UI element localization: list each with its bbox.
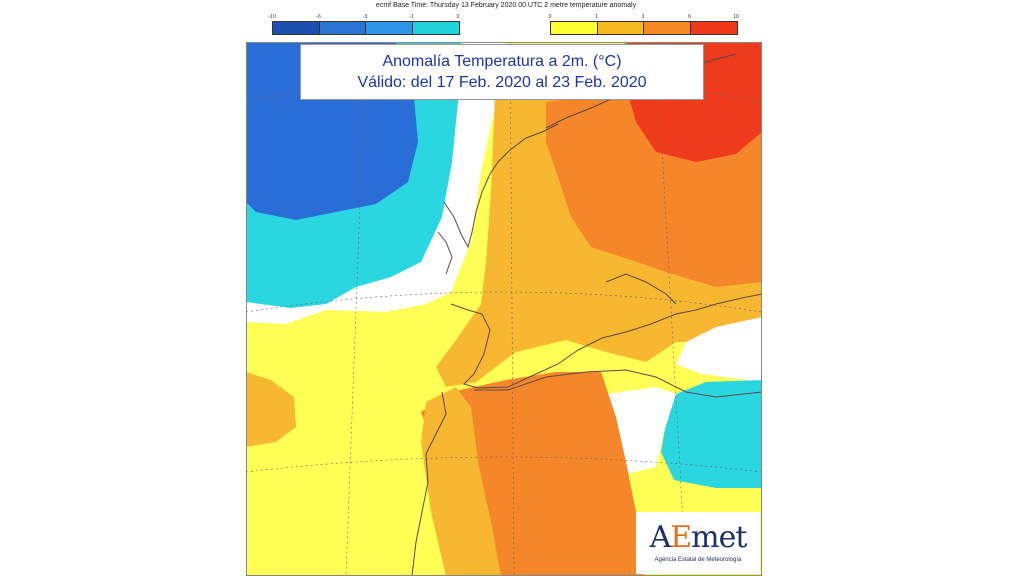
cold-tick-label: -1: [409, 14, 414, 20]
map-title-line-2: Válido: del 17 Feb. 2020 al 23 Feb. 2020: [357, 74, 647, 91]
anomaly-map: [246, 42, 762, 576]
warm-color-cell: [644, 22, 691, 34]
warm-tick-label: 6: [688, 14, 691, 20]
colorbar-cold: -10 -6 -3 -1 0: [268, 14, 460, 38]
region-west-africa-orange-light: [421, 387, 501, 576]
warm-color-cell: [597, 22, 644, 34]
cold-color-cell: [366, 22, 413, 34]
region-mid-atlantic-orange-light: [246, 372, 296, 447]
map-title-box: Anomalía Temperatura a 2m. (°C) Válido: …: [300, 44, 704, 100]
colorbar-warm: 0 1 3 6 10: [548, 14, 739, 38]
cold-color-cell: [273, 22, 320, 34]
coastline: [411, 53, 762, 576]
cold-tick-label: -6: [316, 14, 321, 20]
aemet-logo: AEmet Agencia Estatal de Meteorología: [636, 512, 760, 574]
map-title-line-1: Anomalía Temperatura a 2m. (°C): [382, 53, 622, 70]
cold-color-cell: [319, 22, 366, 34]
cold-tick-label: -3: [362, 14, 368, 20]
aemet-logo-subtitle: Agencia Estatal de Meteorología: [654, 557, 742, 563]
warm-tick-label: 0: [548, 14, 552, 20]
model-base-time-header: ecmf Base Time: Thursday 13 February 202…: [375, 2, 637, 9]
warm-color-cell: [690, 22, 737, 34]
region-east-mediterranean-white: [676, 317, 762, 382]
warm-tick-label: 10: [733, 14, 739, 20]
aemet-logo-mark: AEmet: [649, 520, 748, 555]
region-east-mediterranean-cyan: [661, 380, 762, 488]
warm-tick-label: 1: [595, 14, 598, 20]
cold-tick-label: 0: [456, 14, 460, 20]
cold-tick-label: -10: [268, 14, 276, 20]
cold-color-cell: [412, 22, 459, 34]
warm-color-cell: [551, 22, 598, 34]
warm-tick-label: 3: [641, 14, 645, 20]
